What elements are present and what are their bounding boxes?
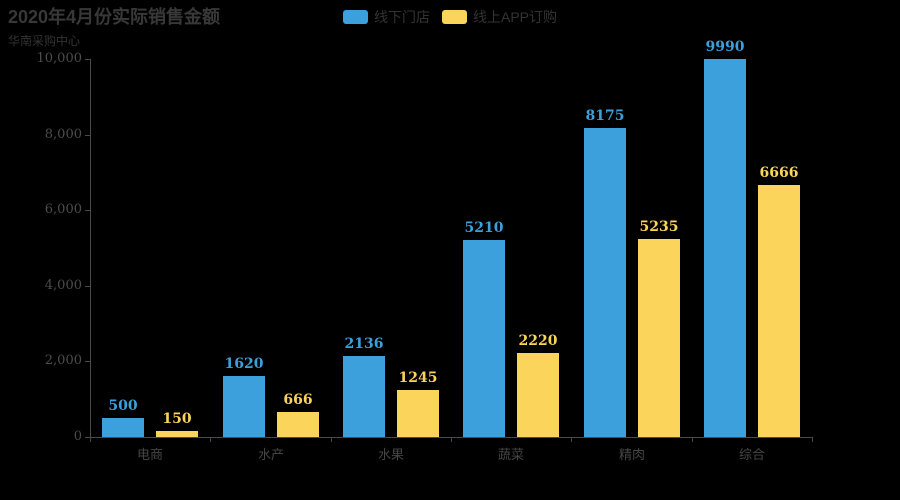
bar-value-label: 666 <box>283 392 313 408</box>
y-axis-label: 10,000 <box>36 51 83 66</box>
bar-series2-cat4[interactable] <box>517 353 559 437</box>
y-axis-label: 6,000 <box>44 202 82 217</box>
x-axis-category-label: 水产 <box>257 447 284 462</box>
x-axis-tick <box>571 437 572 442</box>
bar-value-label: 6666 <box>759 165 799 181</box>
bar-series2-cat3[interactable] <box>397 390 439 437</box>
bar-value-label: 2136 <box>344 336 384 352</box>
bar-value-label: 500 <box>108 398 138 414</box>
chart-title: 2020年4月份实际销售金额 <box>8 7 221 27</box>
bar-series2-cat5[interactable] <box>638 239 680 437</box>
x-axis-tick <box>451 437 452 442</box>
bar-series2-cat1[interactable] <box>156 431 198 437</box>
bar-series1-cat2[interactable] <box>223 376 265 437</box>
bar-value-label: 150 <box>162 411 192 427</box>
bar-value-label: 5210 <box>464 220 504 236</box>
y-axis-label: 8,000 <box>44 127 82 142</box>
bar-series2-cat2[interactable] <box>277 412 319 437</box>
bar-series2-cat6[interactable] <box>758 185 800 437</box>
bar-series1-cat6[interactable] <box>704 59 746 437</box>
chart-subtitle: 华南采购中心 <box>8 34 81 48</box>
y-axis-label: 2,000 <box>44 353 82 368</box>
bar-value-label: 1620 <box>224 356 264 372</box>
bar-series1-cat4[interactable] <box>463 240 505 437</box>
bar-series1-cat3[interactable] <box>343 356 385 437</box>
x-axis-tick <box>812 437 813 442</box>
x-axis-tick <box>331 437 332 442</box>
x-axis-category-label: 电商 <box>136 447 163 462</box>
x-axis-category-label: 综合 <box>738 447 765 462</box>
bar-series1-cat1[interactable] <box>102 418 144 437</box>
bar-value-label: 9990 <box>705 39 745 55</box>
legend-item-2[interactable]: 线上APP订购 <box>441 7 557 27</box>
y-axis-tick <box>85 210 90 211</box>
x-axis-category-label: 水果 <box>377 447 404 462</box>
legend-item-1[interactable]: 线下门店 <box>342 7 430 27</box>
y-axis-tick <box>85 437 90 438</box>
x-axis-category-label: 蔬菜 <box>497 447 524 462</box>
bar-value-label: 5235 <box>639 219 679 235</box>
legend: 线下门店 线上APP订购 <box>0 7 900 27</box>
y-axis-tick <box>85 286 90 287</box>
y-axis-tick <box>85 361 90 362</box>
bar-value-label: 1245 <box>398 370 438 386</box>
x-axis-tick <box>210 437 211 442</box>
y-axis-tick <box>85 59 90 60</box>
y-axis-tick <box>85 135 90 136</box>
bar-value-label: 2220 <box>518 333 558 349</box>
x-axis-tick <box>90 437 91 442</box>
bar-value-label: 8175 <box>585 108 625 124</box>
y-axis-label: 0 <box>73 429 82 444</box>
y-axis-label: 4,000 <box>44 278 82 293</box>
y-axis-line <box>90 59 91 437</box>
legend-label: 线上APP订购 <box>472 9 557 25</box>
legend-label: 线下门店 <box>373 9 430 25</box>
legend-swatch <box>441 10 467 24</box>
bar-series1-cat5[interactable] <box>584 128 626 437</box>
legend-swatch <box>342 10 368 24</box>
x-axis-tick <box>692 437 693 442</box>
x-axis-category-label: 精肉 <box>618 447 645 462</box>
